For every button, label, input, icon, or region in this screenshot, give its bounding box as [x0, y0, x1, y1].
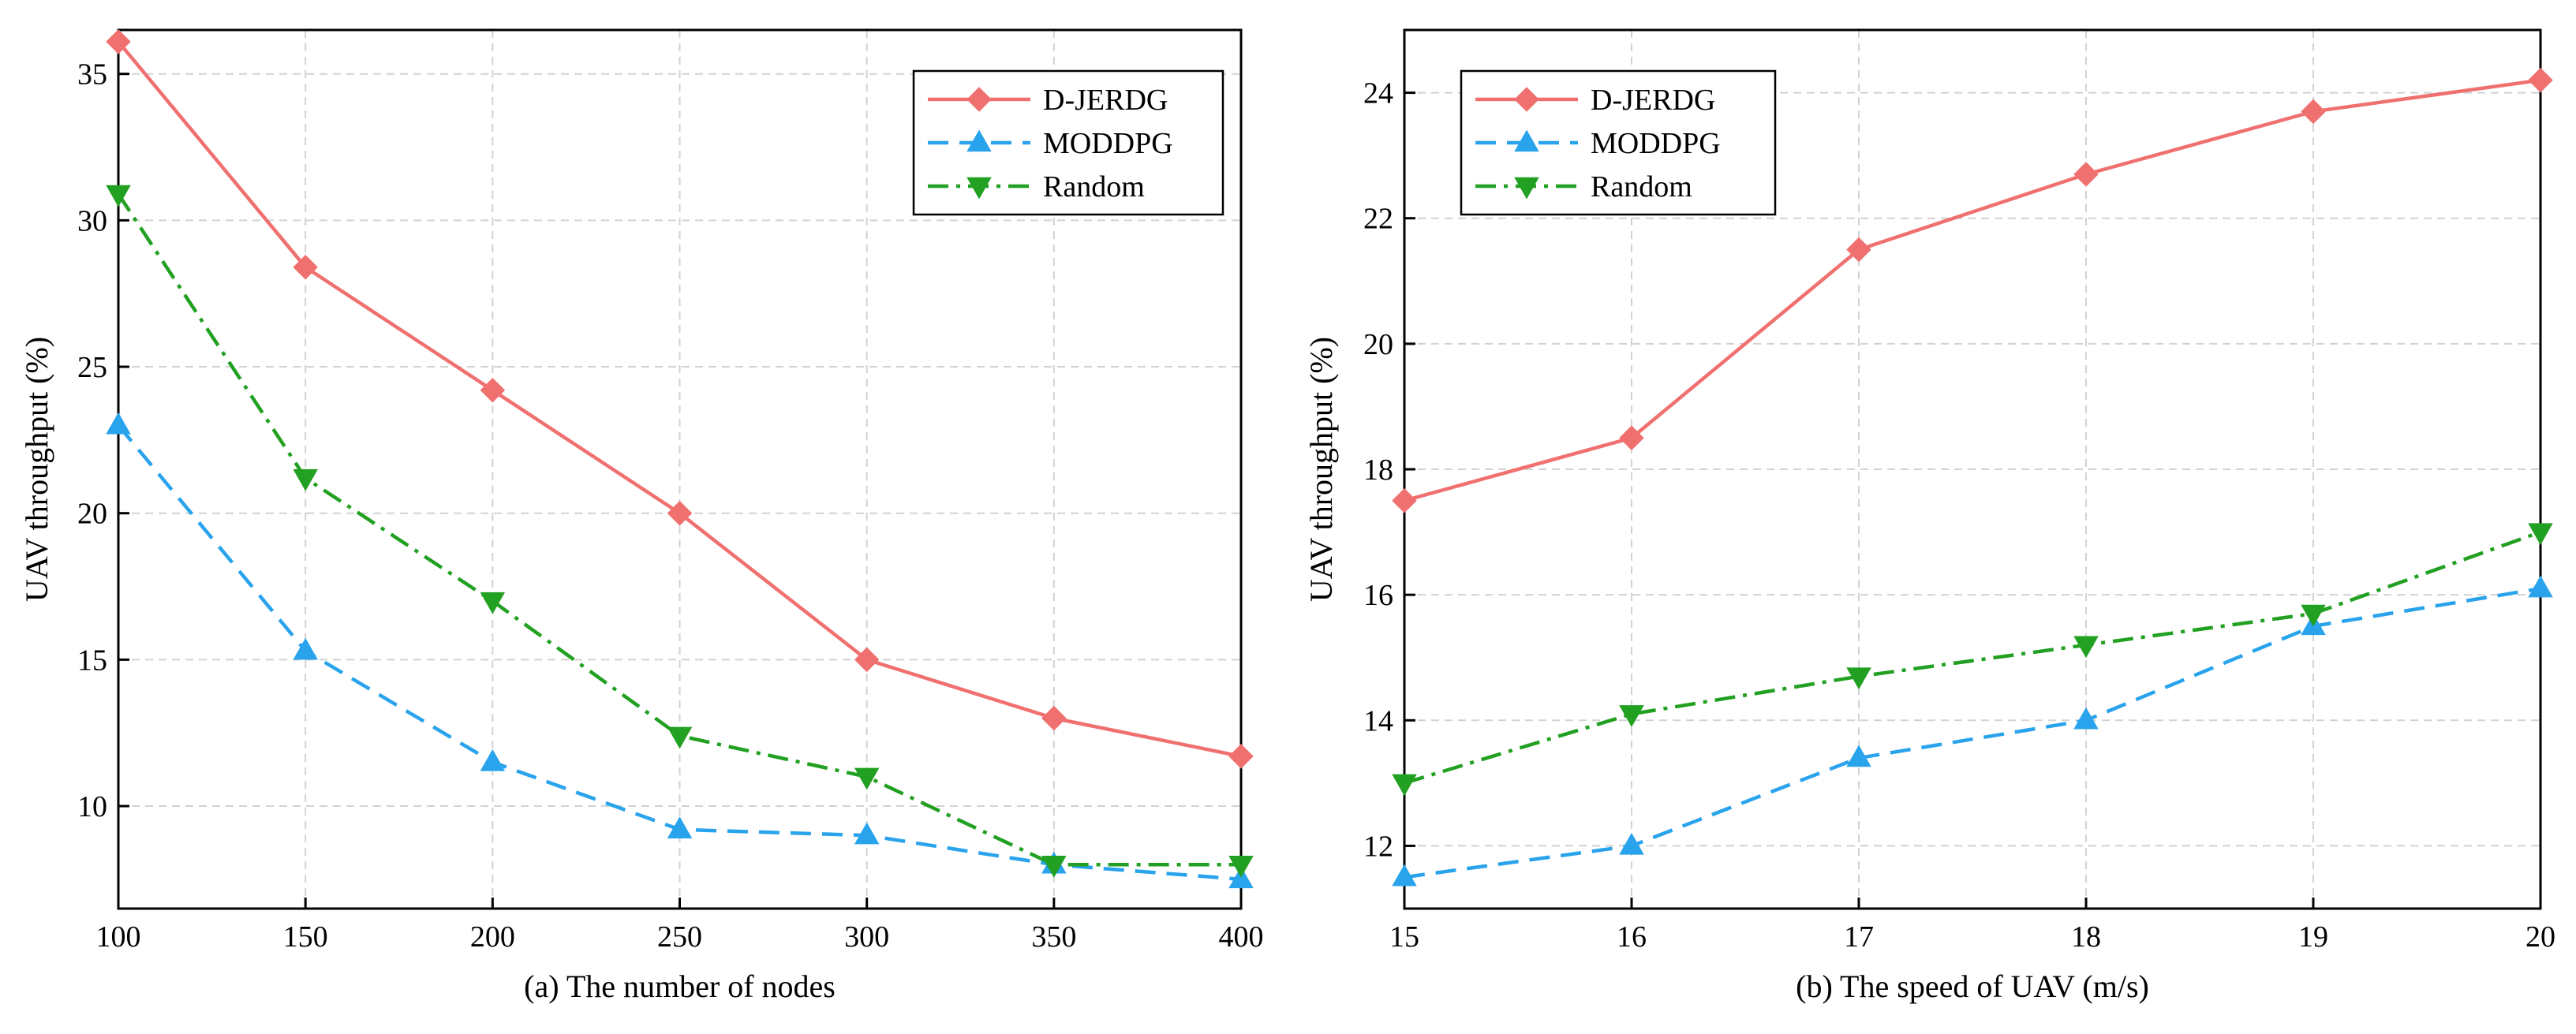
chart-b-speed-of-uav: 15 16 17 18 19 20 12 14 16 18 20 22 24 UAV throughput… [1303, 28, 2555, 1004]
chart-a-number-of-nodes: 100 150 200 250 300 350 400 10 15 20 25 30 35 UAV thr… [19, 28, 1264, 1004]
chart-b-x-tick-label: 18 [2071, 920, 2101, 954]
chart-b-legend-label: Random [1591, 170, 1692, 203]
chart-a-x-tick-label: 250 [657, 920, 702, 954]
chart-a-y-axis-label: UAV throughput (%) [19, 337, 54, 602]
chart-a-data-point [1228, 856, 1254, 878]
chart-b-series-random [1392, 523, 2553, 797]
chart-b-y-tick-label: 18 [1363, 454, 1393, 487]
chart-a-data-point [480, 377, 506, 403]
chart-a-x-tick-label: 100 [96, 920, 141, 954]
chart-a-data-point [1041, 705, 1067, 731]
chart-b-series-line [1404, 530, 2541, 786]
chart-a-data-point [480, 748, 506, 771]
chart-b-data-point [1619, 832, 1644, 855]
chart-b-data-point [2528, 523, 2553, 546]
chart-b-data-point [1392, 864, 1417, 887]
chart-b-y-tick-label: 22 [1363, 203, 1393, 236]
chart-b-series-line [1404, 78, 2541, 502]
chart-a-data-point [1041, 856, 1067, 878]
chart-a-data-point [854, 647, 880, 673]
chart-b-data-point [1619, 705, 1644, 727]
chart-b-data-point [1619, 425, 1644, 450]
chart-b-data-point [1392, 774, 1417, 797]
chart-b-data-point [2073, 636, 2099, 659]
chart-b-legend-marker [1514, 87, 1539, 112]
chart-b-data-point [1846, 745, 1871, 767]
chart-b-data-point [2073, 162, 2099, 187]
chart-b-y-tick-label: 16 [1363, 579, 1393, 612]
chart-a-legend-label: D-JERDG [1043, 84, 1168, 117]
chart-a-data-point [293, 637, 318, 660]
chart-b-legend: D-JERDG MODDPG Random [1460, 69, 1777, 216]
chart-a-y-tick-label: 20 [77, 498, 107, 531]
chart-b-legend-label: MODDPG [1591, 127, 1721, 160]
chart-a-data-point [667, 726, 693, 749]
chart-a-data-point [480, 592, 506, 614]
chart-a-x-tick-label: 400 [1219, 920, 1264, 954]
chart-b-legend-label: D-JERDG [1591, 84, 1715, 117]
chart-a-data-point [106, 185, 131, 207]
chart-a-x-tick-label: 350 [1031, 920, 1076, 954]
chart-a-data-point [667, 500, 693, 526]
chart-a-legend-label: MODDPG [1043, 127, 1173, 160]
chart-b-data-point [1846, 237, 1871, 263]
chart-a-data-point [293, 255, 318, 280]
chart-b-caption: (b) The speed of UAV (m/s) [1796, 969, 2149, 1004]
chart-b-series-d-jerdg [1392, 67, 2553, 513]
chart-b-legend-marker [1514, 177, 1539, 200]
chart-b-x-tick-label: 15 [1389, 920, 1419, 954]
chart-b-y-tick-label: 12 [1363, 830, 1393, 863]
chart-a-legend: D-JERDG MODDPG Random [912, 69, 1224, 216]
chart-a-data-point [106, 29, 131, 54]
chart-b-y-tick-label: 20 [1363, 328, 1393, 361]
chart-a-x-tick-label: 150 [283, 920, 328, 954]
chart-b-data-point [1392, 488, 1417, 513]
chart-a-y-tick-label: 10 [77, 790, 107, 823]
chart-a-legend-marker [966, 129, 992, 152]
chart-a-legend-label: Random [1043, 170, 1145, 203]
chart-a-data-point [667, 816, 693, 838]
chart-a-data-point [854, 767, 880, 790]
chart-b-data-point [2528, 67, 2553, 93]
chart-a-data-point [293, 468, 318, 491]
chart-a-y-tick-label: 15 [77, 644, 107, 677]
chart-b-data-point [2073, 707, 2099, 730]
chart-b-y-tick-label: 24 [1363, 77, 1393, 110]
chart-a-data-point [1228, 744, 1254, 769]
chart-a-y-tick-label: 25 [77, 351, 107, 384]
chart-b-data-point [2528, 575, 2553, 598]
chart-b-x-tick-label: 16 [1617, 920, 1647, 954]
chart-b-data-point [2301, 99, 2326, 125]
chart-a-y-tick-label: 35 [77, 58, 107, 91]
chart-a-legend-marker [966, 87, 992, 112]
chart-b-x-tick-label: 20 [2526, 920, 2555, 954]
chart-a-caption: (a) The number of nodes [524, 969, 836, 1004]
chart-b-data-point [2301, 604, 2326, 627]
chart-a-series-random [106, 185, 1254, 878]
chart-b-series-line [1404, 586, 2541, 879]
chart-b-x-tick-label: 19 [2298, 920, 2328, 954]
chart-b-series-moddpg [1392, 575, 2553, 887]
chart-a-y-tick-label: 30 [77, 204, 107, 237]
chart-a-legend-marker [966, 177, 992, 200]
chart-a-x-tick-label: 200 [470, 920, 515, 954]
chart-b-x-tick-label: 17 [1844, 920, 1874, 954]
chart-b-y-tick-label: 14 [1363, 704, 1393, 737]
chart-b-data-point [1846, 667, 1871, 690]
chart-b-plot-frame [1403, 28, 2542, 910]
chart-b-y-axis-label: UAV throughput (%) [1303, 337, 1339, 602]
chart-a-series-d-jerdg [106, 29, 1254, 769]
chart-a-data-point [106, 412, 131, 435]
chart-a-data-point [854, 822, 880, 845]
chart-b-legend-marker [1514, 129, 1539, 152]
chart-a-plot-frame [117, 28, 1243, 910]
chart-a-x-tick-label: 300 [844, 920, 889, 954]
